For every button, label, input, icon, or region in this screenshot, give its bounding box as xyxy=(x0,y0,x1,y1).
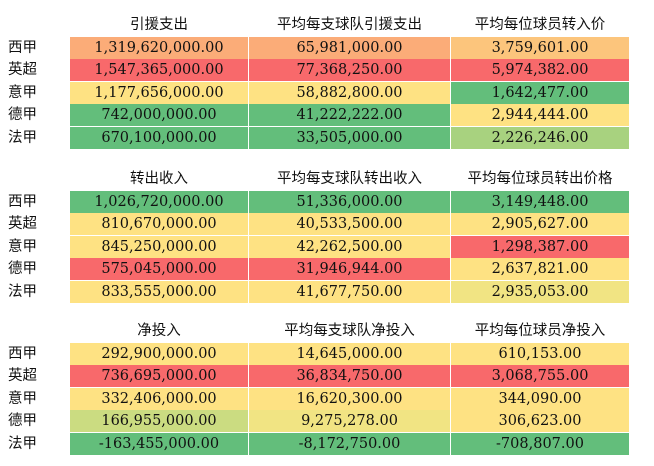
column-header: 引援支出 xyxy=(130,17,188,33)
value-cell: 1,642,477.00 xyxy=(451,81,629,104)
league-label: 英超 xyxy=(8,368,37,384)
value-cell: -8,172,750.00 xyxy=(249,432,450,455)
value-cell: 166,955,000.00 xyxy=(70,410,248,432)
value-cell: 2,637,821.00 xyxy=(451,258,629,280)
value-cell: 1,177,656,000.00 xyxy=(70,81,248,104)
value-cell: 14,645,000.00 xyxy=(249,342,450,365)
league-label: 西甲 xyxy=(8,345,37,362)
value-cell: 610,153.00 xyxy=(451,342,629,365)
value-cell: 40,533,500.00 xyxy=(249,213,450,235)
value-cell: 5,974,382.00 xyxy=(451,59,629,81)
table-row: 德甲 742,000,000.00 41,222,222.00 2,944,44… xyxy=(0,104,654,127)
league-label: 德甲 xyxy=(8,261,37,277)
value-cell: 1,026,720,000.00 xyxy=(70,190,248,213)
value-cell: 845,250,000.00 xyxy=(70,235,248,258)
table-row: 西甲 1,319,620,000.00 65,981,000.00 3,759,… xyxy=(0,36,654,60)
value-cell: -163,455,000.00 xyxy=(70,432,248,455)
value-cell: 36,834,750.00 xyxy=(249,365,450,387)
column-header: 平均每位球员转入价 xyxy=(474,17,606,33)
league-label: 意甲 xyxy=(8,390,37,407)
column-header: 净投入 xyxy=(137,323,181,339)
value-cell: 3,759,601.00 xyxy=(451,36,629,59)
table-row: 西甲 292,900,000.00 14,645,000.00 610,153.… xyxy=(0,342,654,366)
value-cell: 41,222,222.00 xyxy=(249,104,450,126)
value-cell: 58,882,800.00 xyxy=(249,81,450,104)
table-row: 法甲 833,555,000.00 41,677,750.00 2,935,05… xyxy=(0,280,654,304)
value-cell: 575,045,000.00 xyxy=(70,258,248,280)
value-cell: 810,670,000.00 xyxy=(70,213,248,235)
league-label: 英超 xyxy=(8,62,37,78)
value-cell: 306,623.00 xyxy=(451,410,629,432)
league-label: 法甲 xyxy=(8,435,37,452)
value-cell: 344,090.00 xyxy=(451,387,629,410)
table-row: 德甲 166,955,000.00 9,275,278.00 306,623.0… xyxy=(0,410,654,433)
league-label: 法甲 xyxy=(8,283,37,300)
league-label: 德甲 xyxy=(8,107,37,123)
value-cell: 9,275,278.00 xyxy=(249,410,450,432)
column-header: 平均每支球队转出收入 xyxy=(277,171,422,187)
value-cell: 31,946,944.00 xyxy=(249,258,450,280)
league-label: 意甲 xyxy=(8,84,37,101)
value-cell: 1,298,387.00 xyxy=(451,235,629,258)
column-header: 平均每支球队引援支出 xyxy=(277,17,422,33)
table-row: 英超 1,547,365,000.00 77,368,250.00 5,974,… xyxy=(0,59,654,82)
league-label: 法甲 xyxy=(8,129,37,146)
incoming-transfers-table: 引援支出 平均每支球队引援支出 平均每位球员转入价 西甲 1,319,620,0… xyxy=(0,14,654,149)
value-cell: 292,900,000.00 xyxy=(70,342,248,365)
league-label: 西甲 xyxy=(8,39,37,56)
table-header-row: 引援支出 平均每支球队引援支出 平均每位球员转入价 xyxy=(0,14,654,37)
value-cell: 332,406,000.00 xyxy=(70,387,248,410)
value-cell: 51,336,000.00 xyxy=(249,190,450,213)
value-cell: 742,000,000.00 xyxy=(70,104,248,126)
value-cell: 1,319,620,000.00 xyxy=(70,36,248,59)
table-row: 英超 810,670,000.00 40,533,500.00 2,905,62… xyxy=(0,213,654,236)
outgoing-transfers-table: 转出收入 平均每支球队转出收入 平均每位球员转出价格 西甲 1,026,720,… xyxy=(0,168,654,303)
table-row: 德甲 575,045,000.00 31,946,944.00 2,637,82… xyxy=(0,258,654,281)
column-header: 平均每支球队净投入 xyxy=(284,323,415,339)
table-header-row: 净投入 平均每支球队净投入 平均每位球员净投入 xyxy=(0,320,654,343)
value-cell: 16,620,300.00 xyxy=(249,387,450,410)
table-row: 英超 736,695,000.00 36,834,750.00 3,068,75… xyxy=(0,365,654,388)
league-label: 意甲 xyxy=(8,238,37,255)
column-header: 转出收入 xyxy=(130,171,188,187)
value-cell: 65,981,000.00 xyxy=(249,36,450,59)
table-row: 法甲 -163,455,000.00 -8,172,750.00 -708,80… xyxy=(0,432,654,456)
table-row: 法甲 670,100,000.00 33,505,000.00 2,226,24… xyxy=(0,126,654,150)
value-cell: 1,547,365,000.00 xyxy=(70,59,248,81)
league-label: 英超 xyxy=(8,216,37,232)
value-cell: 2,935,053.00 xyxy=(451,280,629,303)
value-cell: 41,677,750.00 xyxy=(249,280,450,303)
value-cell: 3,149,448.00 xyxy=(451,190,629,213)
net-investment-table: 净投入 平均每支球队净投入 平均每位球员净投入 西甲 292,900,000.0… xyxy=(0,320,654,455)
table-row: 西甲 1,026,720,000.00 51,336,000.00 3,149,… xyxy=(0,190,654,214)
value-cell: 736,695,000.00 xyxy=(70,365,248,387)
value-cell: 3,068,755.00 xyxy=(451,365,629,387)
value-cell: 833,555,000.00 xyxy=(70,280,248,303)
value-cell: 2,944,444.00 xyxy=(451,104,629,126)
value-cell: -708,807.00 xyxy=(451,432,629,455)
table-row: 意甲 845,250,000.00 42,262,500.00 1,298,38… xyxy=(0,235,654,259)
table-row: 意甲 332,406,000.00 16,620,300.00 344,090.… xyxy=(0,387,654,411)
value-cell: 77,368,250.00 xyxy=(249,59,450,81)
value-cell: 33,505,000.00 xyxy=(249,126,450,149)
column-header: 平均每位球员转出价格 xyxy=(467,171,613,187)
column-header: 平均每位球员净投入 xyxy=(474,323,606,339)
league-label: 德甲 xyxy=(8,413,37,429)
table-row: 意甲 1,177,656,000.00 58,882,800.00 1,642,… xyxy=(0,81,654,105)
value-cell: 670,100,000.00 xyxy=(70,126,248,149)
table-header-row: 转出收入 平均每支球队转出收入 平均每位球员转出价格 xyxy=(0,168,654,191)
value-cell: 2,905,627.00 xyxy=(451,213,629,235)
league-label: 西甲 xyxy=(8,193,37,210)
value-cell: 2,226,246.00 xyxy=(451,126,629,149)
value-cell: 42,262,500.00 xyxy=(249,235,450,258)
